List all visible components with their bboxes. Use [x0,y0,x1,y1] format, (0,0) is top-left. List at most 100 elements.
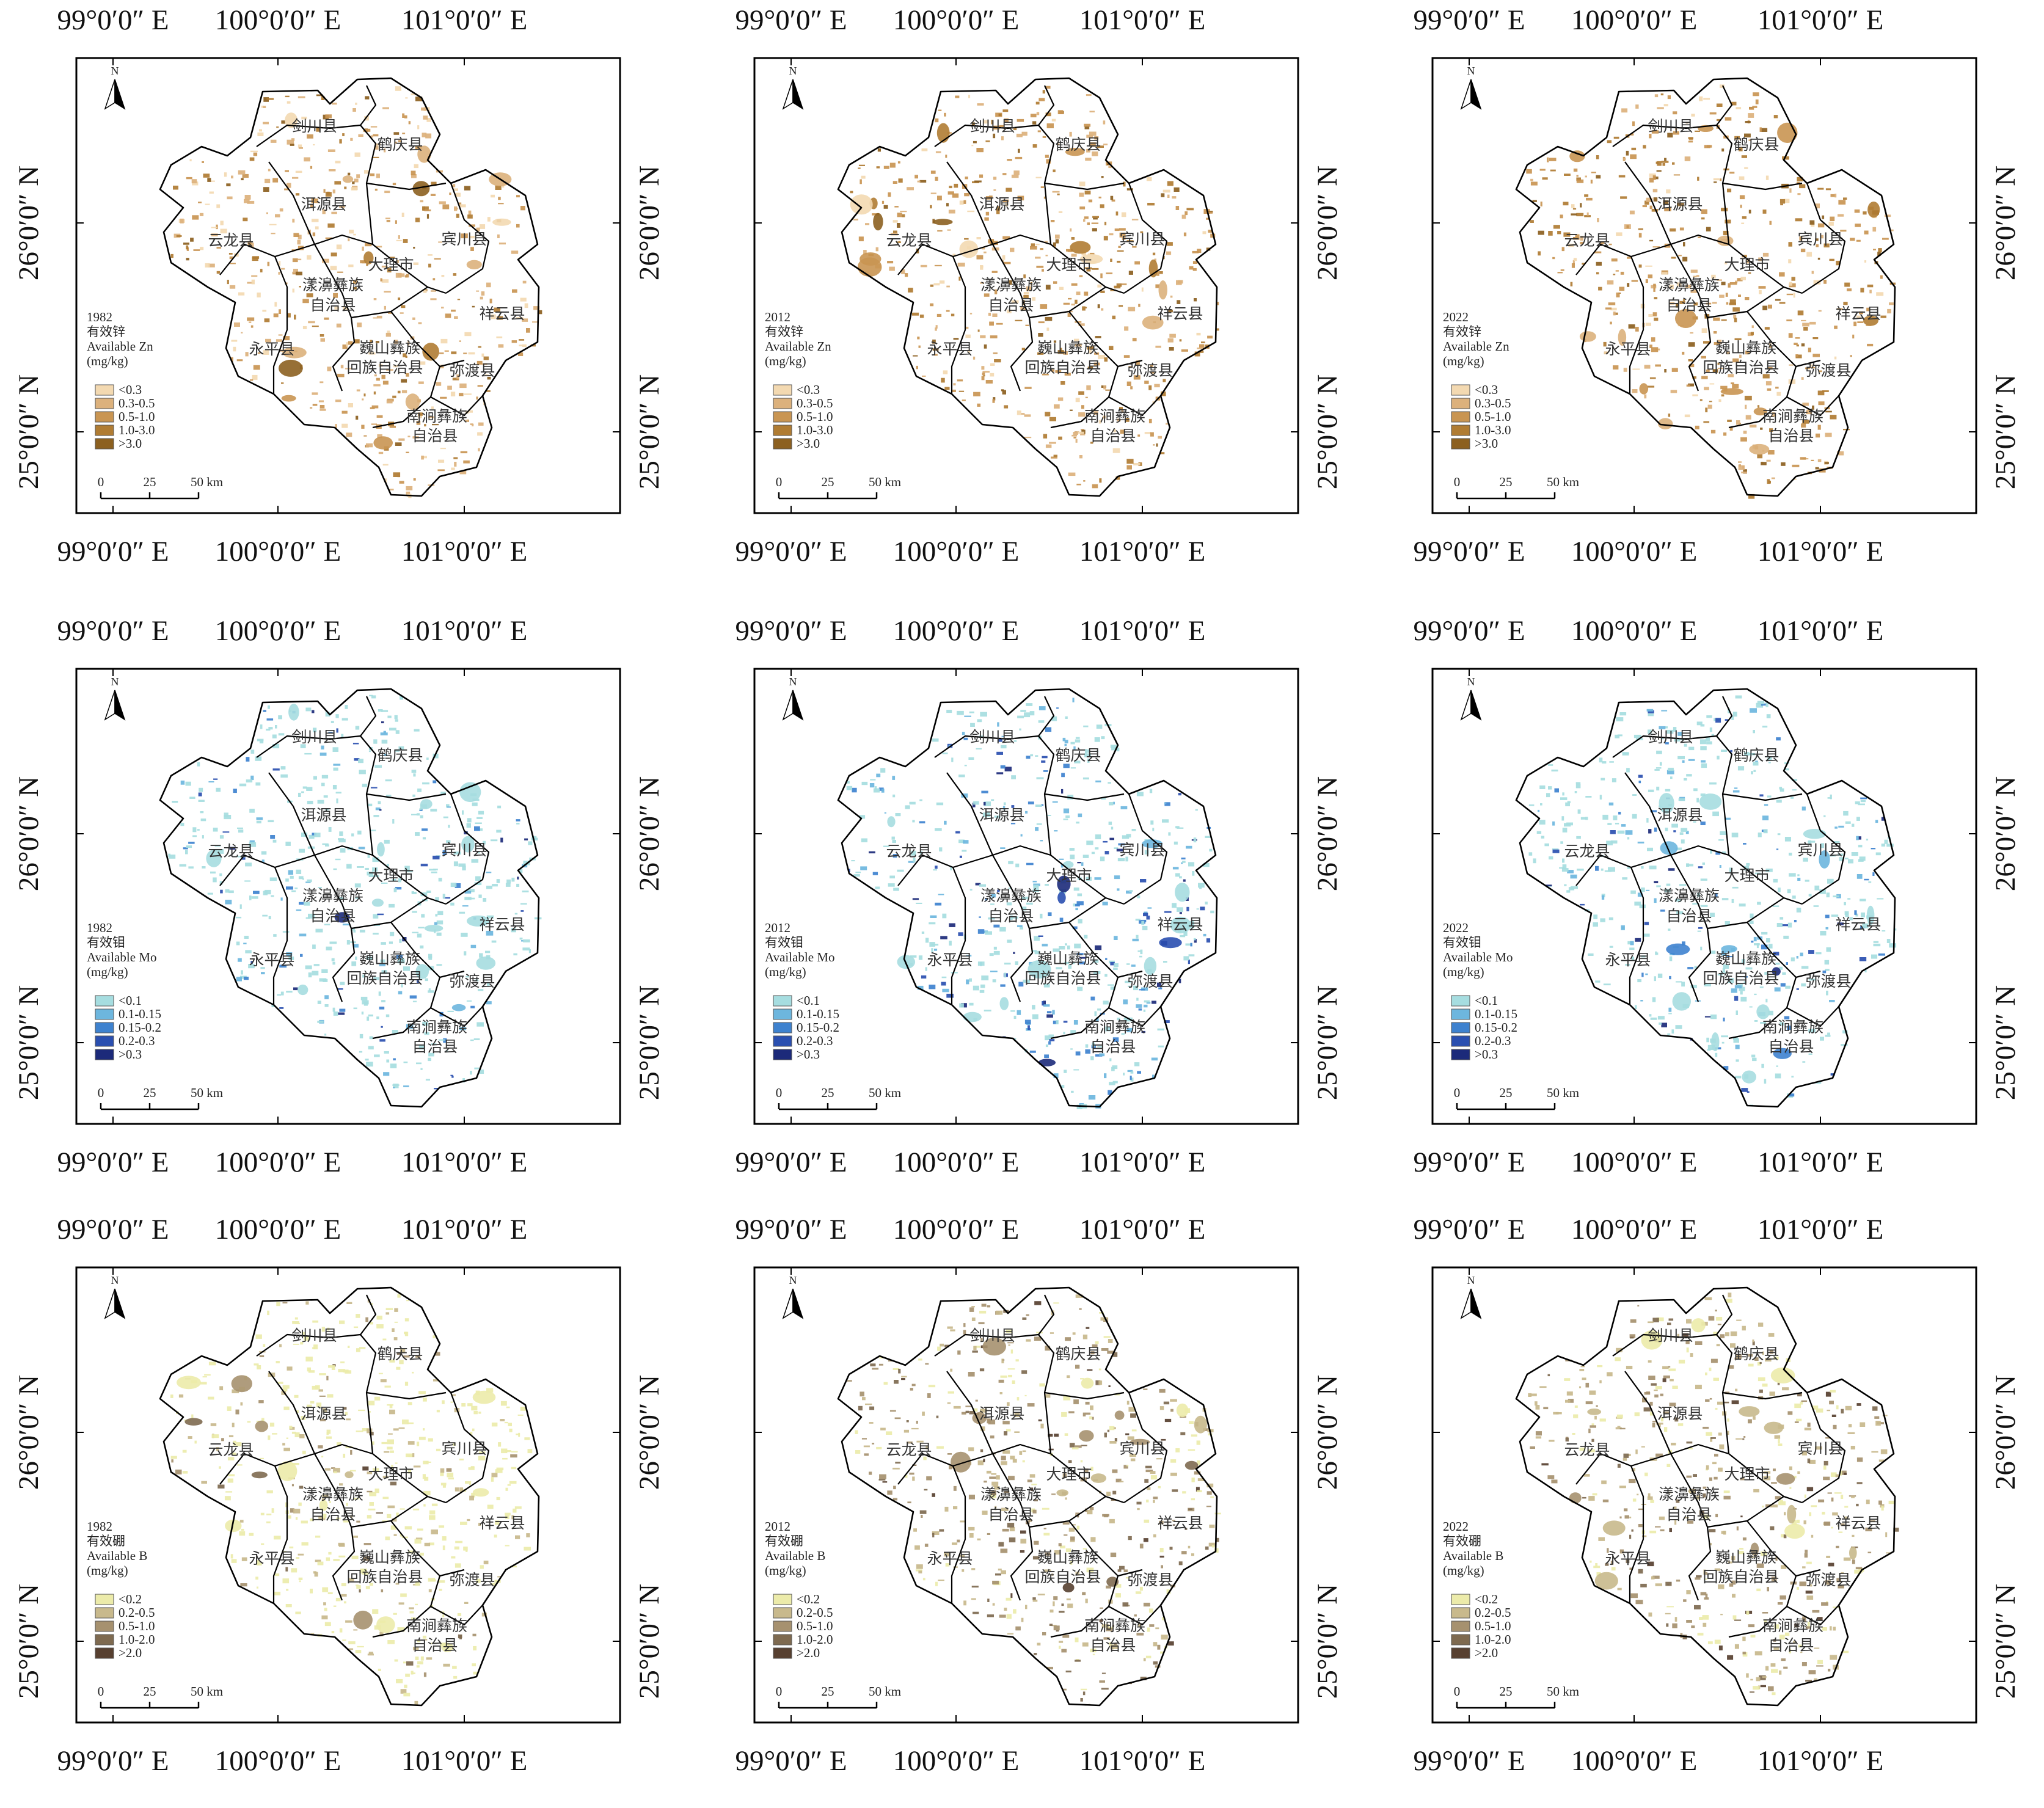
soil-patch [948,210,955,214]
soil-patch [920,264,927,268]
soil-patch [1088,199,1093,203]
soil-patch [1542,177,1548,180]
soil-patch [1144,1000,1150,1003]
soil-patch [1621,925,1625,930]
soil-patch [1613,136,1619,139]
soil-patch [881,200,885,204]
soil-patch [1608,802,1614,806]
soil-patch [353,1629,358,1631]
soil-patch [1720,84,1725,88]
soil-patch [1064,1534,1068,1536]
soil-patch [516,317,524,319]
soil-patch [1079,206,1086,210]
soil-patch [863,250,867,255]
soil-patch [958,390,965,392]
soil-patch [1038,706,1046,710]
soil-patch [892,794,896,798]
soil-patch [1822,390,1829,392]
soil-patch [1715,1310,1717,1311]
soil-patch [984,293,990,297]
soil-patch [1023,979,1030,983]
soil-patch [186,245,189,250]
soil-patch [1729,867,1732,872]
soil-patch [1054,404,1060,409]
soil-patch [298,1577,303,1580]
soil-patch [486,930,494,936]
soil-patch [1025,1605,1027,1609]
soil-patch [1665,742,1669,745]
soil-patch [1704,145,1710,148]
soil-patch [491,940,497,943]
soil-patch [973,1346,977,1351]
soil-patch [1134,261,1140,264]
soil-patch [1079,455,1082,459]
soil-patch [1686,1347,1689,1353]
soil-patch [469,1495,474,1501]
county-label-binchuan: 宾川县 [441,1440,487,1457]
lon-label-bottom: 101°0′0″ E [1757,1146,1884,1178]
soil-patch [1808,840,1811,844]
soil-patch [1178,979,1181,983]
soil-patch [207,892,213,895]
soil-patch [290,144,294,146]
soil-patch [189,159,192,162]
soil-patch [990,1435,995,1438]
soil-patch [936,313,942,317]
soil-patch [1049,1624,1053,1626]
soil-patch [1674,1506,1677,1510]
soil-patch [998,737,1002,742]
soil-patch [1629,210,1635,214]
soil-patch [256,817,263,820]
soil-patch [1623,158,1626,161]
soil-patch [297,239,301,245]
soil-patch [1078,391,1084,395]
soil-patch [246,779,253,782]
soil-patch [348,341,353,345]
lat-label-right: 26°0′0″ N [1312,1375,1343,1490]
soil-patch [977,1538,981,1540]
soil-patch [262,914,268,917]
soil-patch [1721,208,1728,211]
soil-patch [1139,1586,1143,1591]
soil-patch [423,115,428,120]
county-boundary [992,1453,1034,1601]
soil-patch [1078,323,1085,326]
soil-patch [1856,1403,1861,1406]
soil-patch [1641,866,1644,869]
soil-patch [1032,297,1036,301]
soil-patch [995,289,998,294]
soil-patch [1159,1520,1164,1525]
soil-patch [992,1603,995,1606]
soil-patch [1717,974,1723,975]
soil-patch [228,890,234,894]
scale-bar: 0 25 50 km [776,1085,901,1110]
soil-patch [1621,824,1626,827]
soil-patch [960,1520,966,1523]
lon-label-top: 101°0′0″ E [1757,615,1884,647]
soil-patch [1562,858,1565,863]
soil-patch [1652,1318,1659,1322]
soil-patch [249,809,255,813]
soil-patch [893,888,899,891]
soil-patch [202,1376,207,1378]
legend-title-en: Available B [87,1548,147,1563]
soil-patch [1801,806,1806,811]
soil-patch [1638,775,1643,778]
county-label-binchuan: 宾川县 [1797,230,1843,248]
soil-patch [1085,1049,1090,1054]
soil-patch [1771,477,1775,479]
soil-patch [1790,957,1795,961]
soil-patch [1603,341,1607,347]
lat-label-left: 25°0′0″ N [13,1584,45,1699]
soil-patch [920,851,923,855]
soil-patch [355,957,357,960]
legend-class-label: 0.1-0.15 [797,1007,839,1021]
soil-patch [1024,414,1031,417]
soil-patch [1100,204,1104,208]
soil-patch [933,283,940,286]
soil-patch [1745,351,1750,355]
soil-patch [522,344,527,347]
soil-patch [1651,209,1658,212]
county-label-yongping: 永平县 [927,340,973,358]
soil-patch [1043,770,1048,772]
